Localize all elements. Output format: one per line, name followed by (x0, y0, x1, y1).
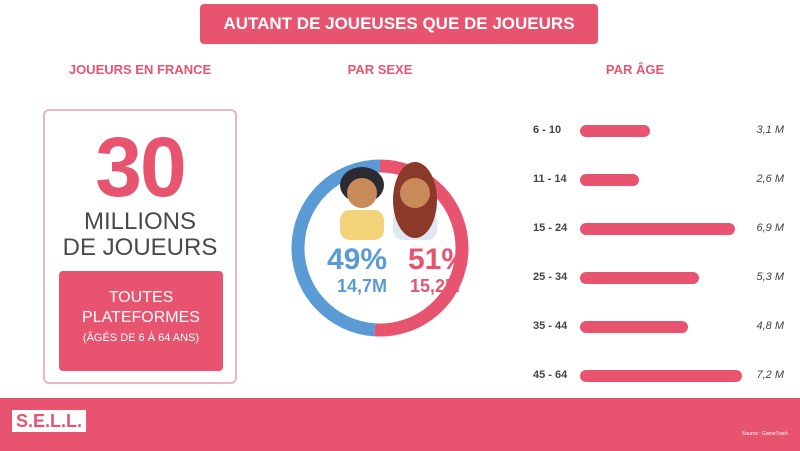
age-bar (580, 125, 650, 137)
age-label: 15 - 24 (533, 222, 568, 234)
female-player-icon (393, 162, 437, 240)
female-count: 15,2M (410, 276, 461, 296)
age-bar (580, 223, 736, 235)
age-value: 4,8 M (756, 320, 784, 332)
section-france: JOUEURS EN FRANCE (68, 62, 212, 77)
age-bar (580, 370, 742, 382)
male-player-icon (340, 167, 384, 240)
gender-donut (291, 159, 469, 337)
female-percent: 51% (408, 243, 469, 276)
age-bar (580, 272, 700, 284)
players-card: 30 MILLIONS DE JOUEURS TOUTES PLATEFORME… (43, 109, 237, 384)
platforms-line1: TOUTES (108, 289, 174, 306)
millions-label: MILLIONS (83, 208, 197, 235)
page-title: AUTANT DE JOUEUSES QUE DE JOUEURS (200, 4, 598, 44)
age-value: 6,9 M (756, 222, 784, 234)
age-value: 2,6 M (756, 173, 784, 185)
male-count: 14,7M (337, 276, 388, 296)
male-percent: 49% (327, 243, 388, 276)
age-label: 45 - 64 (533, 369, 568, 381)
age-value: 7,2 M (756, 369, 784, 381)
platforms-box: TOUTES PLATEFORMES (ÂGÉS DE 6 À 64 ANS) (59, 271, 223, 371)
players-number: 30 (95, 120, 186, 214)
age-bar (580, 321, 688, 333)
age-value: 3,1 M (756, 124, 784, 136)
section-sexe: PAR SEXE (347, 62, 413, 77)
age-label: 35 - 44 (533, 320, 568, 332)
footer: S.E.L.L. Source : GameTrack (0, 398, 800, 451)
donut-slice-0 (291, 159, 381, 337)
source-text: Source : GameTrack (742, 431, 788, 437)
age-label: 11 - 14 (533, 173, 567, 185)
section-age: PAR ÂGE (605, 62, 665, 77)
ages-range: (ÂGÉS DE 6 À 64 ANS) (82, 332, 200, 344)
age-label: 6 - 10 (533, 124, 562, 136)
sell-logo: S.E.L.L. (12, 410, 87, 432)
age-bar (580, 174, 639, 186)
age-value: 5,3 M (756, 271, 784, 283)
platforms-line2: PLATEFORMES (82, 309, 200, 326)
players-label: DE JOUEURS (62, 234, 218, 261)
age-label: 25 - 34 (533, 271, 568, 283)
